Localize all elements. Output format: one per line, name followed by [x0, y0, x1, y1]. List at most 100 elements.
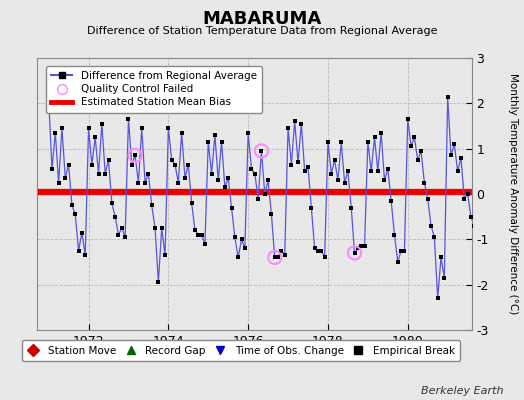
Point — [124, 116, 133, 122]
Point — [131, 152, 139, 159]
Point — [61, 175, 70, 181]
Point — [194, 232, 202, 238]
Point — [91, 134, 100, 140]
Text: Difference of Station Temperature Data from Regional Average: Difference of Station Temperature Data f… — [87, 26, 437, 36]
Point — [131, 152, 139, 159]
Point — [367, 168, 375, 174]
Point — [387, 198, 395, 204]
Point — [267, 211, 276, 218]
Point — [317, 248, 325, 254]
Text: MABARUMA: MABARUMA — [202, 10, 322, 28]
Point — [181, 175, 189, 181]
Point — [447, 152, 455, 159]
Point — [107, 200, 116, 206]
Point — [470, 222, 478, 229]
Point — [64, 161, 73, 168]
Point — [334, 177, 342, 184]
Point — [327, 170, 335, 177]
Point — [344, 168, 352, 174]
Point — [51, 130, 60, 136]
Point — [460, 195, 468, 202]
Point — [361, 243, 369, 249]
Point — [257, 148, 266, 154]
Point — [290, 118, 299, 125]
Point — [74, 248, 83, 254]
Point — [94, 170, 103, 177]
Point — [420, 180, 429, 186]
Point — [158, 225, 166, 231]
Point — [188, 200, 196, 206]
Point — [264, 177, 272, 184]
Point — [321, 254, 329, 261]
Point — [48, 166, 56, 172]
Point — [370, 134, 379, 140]
Text: Berkeley Earth: Berkeley Earth — [421, 386, 503, 396]
Legend: Difference from Regional Average, Quality Control Failed, Estimated Station Mean: Difference from Regional Average, Qualit… — [46, 66, 262, 112]
Point — [413, 157, 422, 163]
Point — [231, 234, 239, 240]
Point — [88, 161, 96, 168]
Point — [331, 157, 339, 163]
Point — [111, 214, 119, 220]
Point — [127, 161, 136, 168]
Point — [450, 141, 458, 147]
Point — [427, 222, 435, 229]
Point — [241, 245, 249, 252]
Point — [443, 93, 452, 100]
Point — [341, 180, 349, 186]
Point — [294, 159, 302, 166]
Point — [347, 204, 355, 211]
Point — [184, 161, 192, 168]
Point — [423, 195, 432, 202]
Point — [244, 130, 253, 136]
Point — [161, 252, 169, 258]
Point — [274, 254, 282, 261]
Point — [138, 125, 146, 132]
Point — [351, 250, 359, 256]
Point — [277, 248, 286, 254]
Point — [234, 254, 243, 261]
Point — [260, 191, 269, 197]
Point — [151, 225, 159, 231]
Point — [377, 130, 385, 136]
Point — [287, 161, 296, 168]
Point — [457, 154, 465, 161]
Point — [417, 148, 425, 154]
Point — [221, 184, 229, 190]
Point — [463, 191, 472, 197]
Y-axis label: Monthly Temperature Anomaly Difference (°C): Monthly Temperature Anomaly Difference (… — [508, 73, 518, 315]
Point — [270, 254, 279, 261]
Point — [97, 120, 106, 127]
Point — [114, 232, 123, 238]
Point — [201, 241, 209, 247]
Point — [227, 204, 236, 211]
Point — [307, 204, 315, 211]
Point — [270, 254, 279, 261]
Point — [178, 130, 186, 136]
Point — [473, 232, 482, 238]
Point — [84, 125, 93, 132]
Point — [394, 259, 402, 265]
Point — [337, 139, 345, 145]
Point — [250, 170, 259, 177]
Point — [148, 202, 156, 208]
Point — [121, 234, 129, 240]
Point — [384, 166, 392, 172]
Point — [217, 139, 226, 145]
Point — [304, 164, 312, 170]
Point — [284, 125, 292, 132]
Point — [134, 180, 143, 186]
Point — [168, 157, 176, 163]
Point — [164, 125, 172, 132]
Point — [208, 170, 216, 177]
Point — [397, 248, 405, 254]
Point — [247, 166, 256, 172]
Point — [78, 229, 86, 236]
Point — [171, 161, 179, 168]
Point — [403, 116, 412, 122]
Point — [198, 232, 206, 238]
Point — [410, 134, 419, 140]
Point — [280, 252, 289, 258]
Point — [144, 170, 152, 177]
Point — [357, 243, 365, 249]
